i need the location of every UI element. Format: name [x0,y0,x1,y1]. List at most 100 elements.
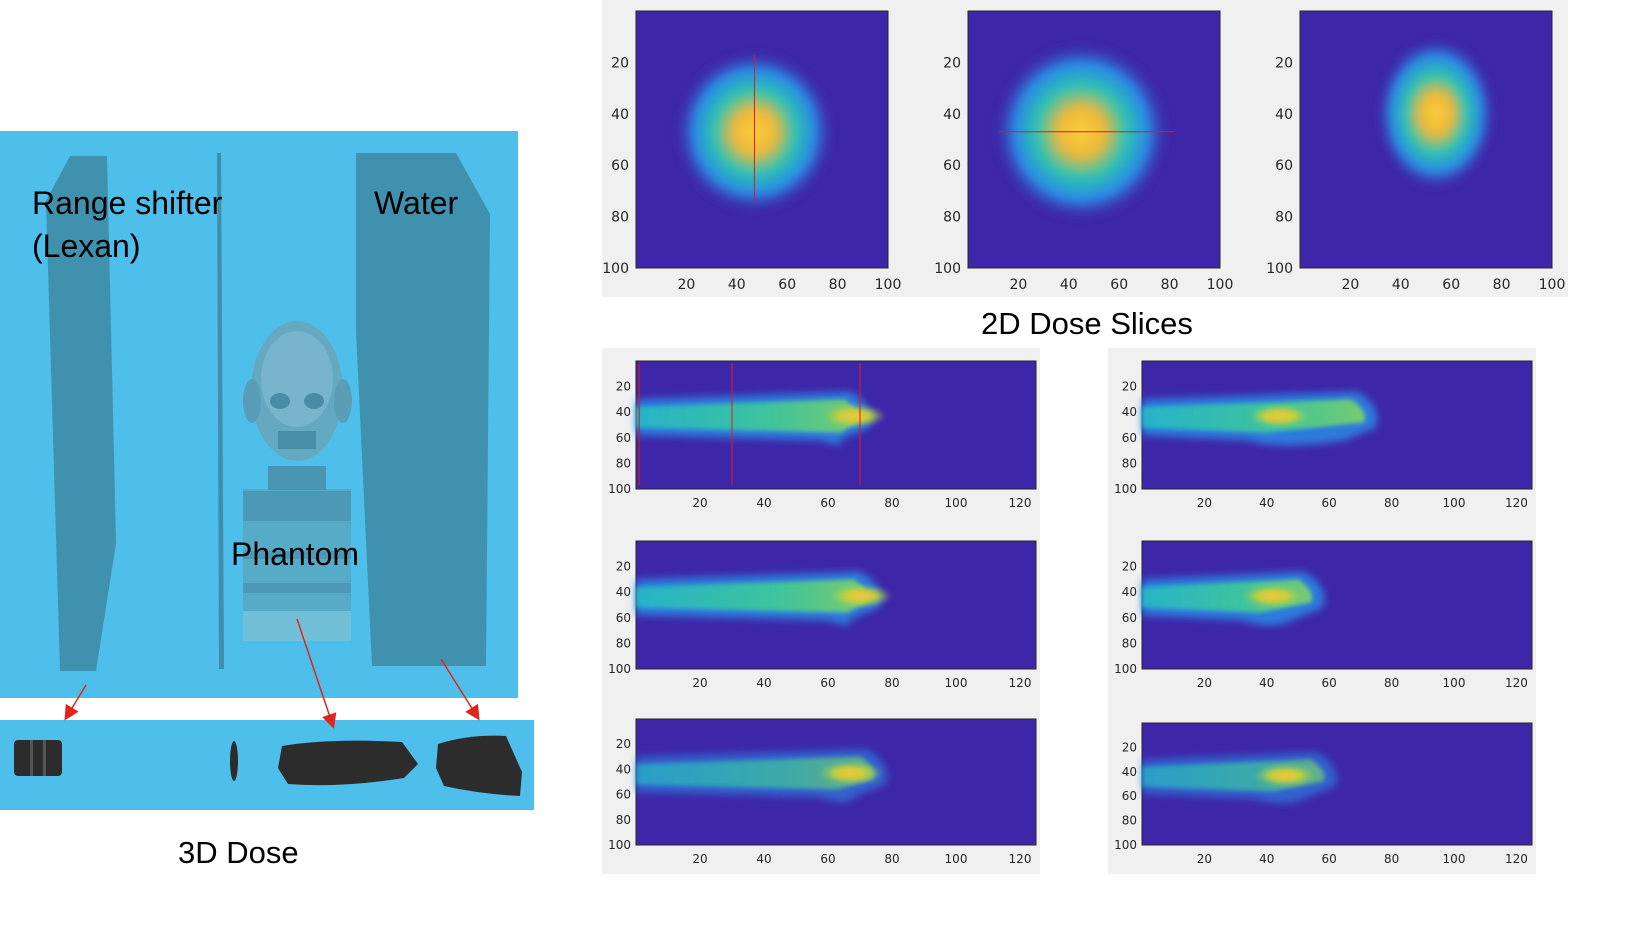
beam-core [636,579,868,613]
y-tick-label: 40 [943,107,961,123]
y-tick-label: 20 [616,380,631,394]
x-tick-label: 40 [756,852,771,866]
x-tick-label: 120 [1505,496,1528,510]
dose-3d-caption: 3D Dose [178,835,299,870]
y-tick-label: 60 [1122,431,1137,445]
range-shifter-label: Range shifter (Lexan) [32,182,222,268]
x-tick-label: 100 [1443,676,1466,690]
x-tick-label: 80 [884,852,899,866]
x-tick-label: 40 [1259,496,1274,510]
x-tick-label: 120 [1009,496,1032,510]
x-tick-label: 80 [829,277,847,293]
y-tick-label: 40 [616,762,631,776]
x-tick-label: 60 [820,852,835,866]
beam-dose [1142,752,1337,804]
phantom-dose-volume [278,740,418,786]
y-tick-label: 60 [611,158,629,174]
geometry-scene [0,131,518,698]
x-tick-label: 40 [1259,852,1274,866]
x-tick-label: 100 [1443,496,1466,510]
x-tick-label: 120 [1009,852,1032,866]
y-tick-label: 100 [608,662,631,676]
x-tick-label: 20 [692,852,707,866]
phantom-label: Phantom [231,536,360,572]
y-tick-label: 100 [934,261,961,277]
y-tick-label: 60 [1122,611,1137,625]
water-slab [356,153,490,666]
y-tick-label: 100 [608,482,631,496]
beam-core [636,756,875,790]
x-tick-label: 80 [1384,676,1399,690]
x-tick-label: 80 [1493,277,1511,293]
x-tick-label: 60 [1110,277,1128,293]
y-tick-label: 80 [943,210,961,226]
dose-3d-strip [0,720,534,810]
y-tick-label: 100 [1266,261,1293,277]
y-tick-label: 40 [1122,585,1137,599]
connector-arrows [64,618,480,729]
y-tick-label: 40 [1275,107,1293,123]
y-tick-label: 80 [616,636,631,650]
dose-2d-caption: 2D Dose Slices [981,306,1193,341]
x-tick-label: 40 [728,277,746,293]
y-tick-label: 80 [611,210,629,226]
y-tick-label: 60 [616,431,631,445]
x-tick-label: 20 [677,277,695,293]
x-tick-label: 20 [692,676,707,690]
y-tick-label: 60 [1275,158,1293,174]
y-tick-label: 40 [616,405,631,419]
x-tick-label: 20 [1197,496,1212,510]
arrow-phantom [296,618,337,729]
y-tick-label: 20 [616,560,631,574]
x-tick-label: 100 [1207,277,1234,293]
transverse-slice-2: 20 40 60 80 100 20 40 60 80 100 [934,10,1234,293]
x-tick-label: 120 [1009,676,1032,690]
y-tick-label: 100 [608,838,631,852]
x-tick-label: 80 [1384,852,1399,866]
x-tick-label: 80 [884,676,899,690]
x-tick-label: 60 [1442,277,1460,293]
thin-plate [217,153,224,669]
x-tick-label: 100 [945,496,968,510]
x-tick-label: 60 [1322,496,1337,510]
x-tick-label: 100 [945,852,968,866]
dose-3d-volumes [14,735,522,796]
longitudinal-slice-5: 20 40 60 80 100 120 20 40 60 80 100 [608,718,1037,866]
geometry-illustration [46,153,490,671]
y-tick-label: 20 [1275,55,1293,71]
x-tick-label: 120 [1505,676,1528,690]
x-tick-label: 100 [1443,852,1466,866]
y-tick-label: 100 [1114,662,1137,676]
y-tick-label: 100 [1114,482,1137,496]
y-tick-label: 80 [616,813,631,827]
y-tick-label: 100 [1114,838,1137,852]
longitudinal-slice-1: 20 40 60 80 100 120 20 40 60 80 100 [608,360,1037,510]
range-shifter-slab [46,156,116,671]
y-tick-label: 20 [616,737,631,751]
bragg-peak [1248,404,1311,428]
y-tick-label: 40 [616,585,631,599]
bragg-peak [1241,584,1305,608]
arrow-range-shifter [64,684,87,721]
beam-dose [1142,571,1325,626]
x-tick-label: 100 [1539,277,1566,293]
x-tick-label: 80 [884,496,899,510]
y-tick-label: 60 [1122,789,1137,803]
x-tick-label: 20 [1197,852,1212,866]
longitudinal-slice-6: 20 40 60 80 100 120 20 40 60 80 100 [1114,722,1533,866]
x-tick-label: 80 [1161,277,1179,293]
bragg-peak [818,761,883,785]
x-tick-label: 20 [692,496,707,510]
x-tick-label: 60 [778,277,796,293]
x-tick-label: 60 [820,496,835,510]
water-label: Water [374,185,459,221]
x-tick-label: 60 [820,676,835,690]
beam-dose [636,571,892,626]
bragg-peak [821,404,886,428]
water-dose-volume [436,735,522,796]
x-tick-label: 60 [1322,676,1337,690]
phantom-model [243,321,352,641]
x-tick-label: 40 [756,496,771,510]
range-shifter-label-line2: (Lexan) [32,228,141,265]
range-shifter-dose-volume [14,740,62,776]
